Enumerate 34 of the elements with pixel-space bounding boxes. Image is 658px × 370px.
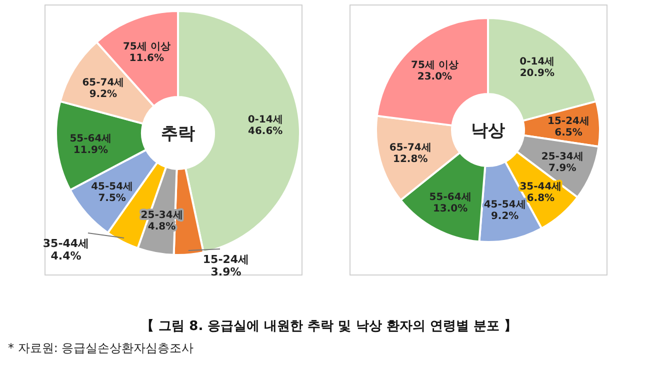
slice-label: 55-64세 <box>429 192 472 203</box>
data-label: 11.9% <box>73 144 108 156</box>
text: 낙상 <box>471 121 505 141</box>
slice-label: 35-44세 <box>42 236 90 250</box>
text: 추락 <box>161 124 195 144</box>
data-label: 4.4% <box>50 250 82 263</box>
slice-label: 0-14세 <box>248 114 283 126</box>
data-label: 11.6% <box>129 52 164 64</box>
text: 【 그림 8. 응급실에 내원한 추락 및 낙상 환자의 연령별 분포 】 <box>141 318 517 334</box>
data-label: 23.0% <box>417 71 452 82</box>
data-label: 13.0% <box>432 203 468 214</box>
slice-label: 25-34세 <box>541 152 584 163</box>
slice-label: 65-74세 <box>389 142 432 154</box>
data-label: 7.9% <box>548 163 576 174</box>
data-label: 6.8% <box>526 193 555 204</box>
slice-label: 15-24세 <box>548 116 590 128</box>
data-label: 7.5% <box>98 193 126 204</box>
slice-label: 65-74세 <box>82 77 124 88</box>
data-label: 3.9% <box>210 266 242 279</box>
slice-label: 45-54세 <box>484 199 526 210</box>
slice-label: 0-14세 <box>520 56 555 68</box>
data-label: 12.8% <box>393 154 428 165</box>
data-label: 46.6% <box>248 126 283 137</box>
text: * 자료원: 응급실손상환자심층조사 <box>8 341 194 355</box>
data-label: 6.5% <box>554 128 582 139</box>
data-label: 9.2% <box>490 210 519 222</box>
slice-label: 55-64세 <box>70 133 112 144</box>
slice-label: 75세 이상 <box>122 41 170 52</box>
data-label: 20.9% <box>520 68 555 80</box>
slice-label: 75세 이상 <box>411 60 458 71</box>
data-label: 9.2% <box>89 88 118 100</box>
slice-label: 45-54세 <box>91 182 134 193</box>
slice-label: 35-44세 <box>520 182 562 193</box>
slice-label: 15-24세 <box>202 252 250 266</box>
